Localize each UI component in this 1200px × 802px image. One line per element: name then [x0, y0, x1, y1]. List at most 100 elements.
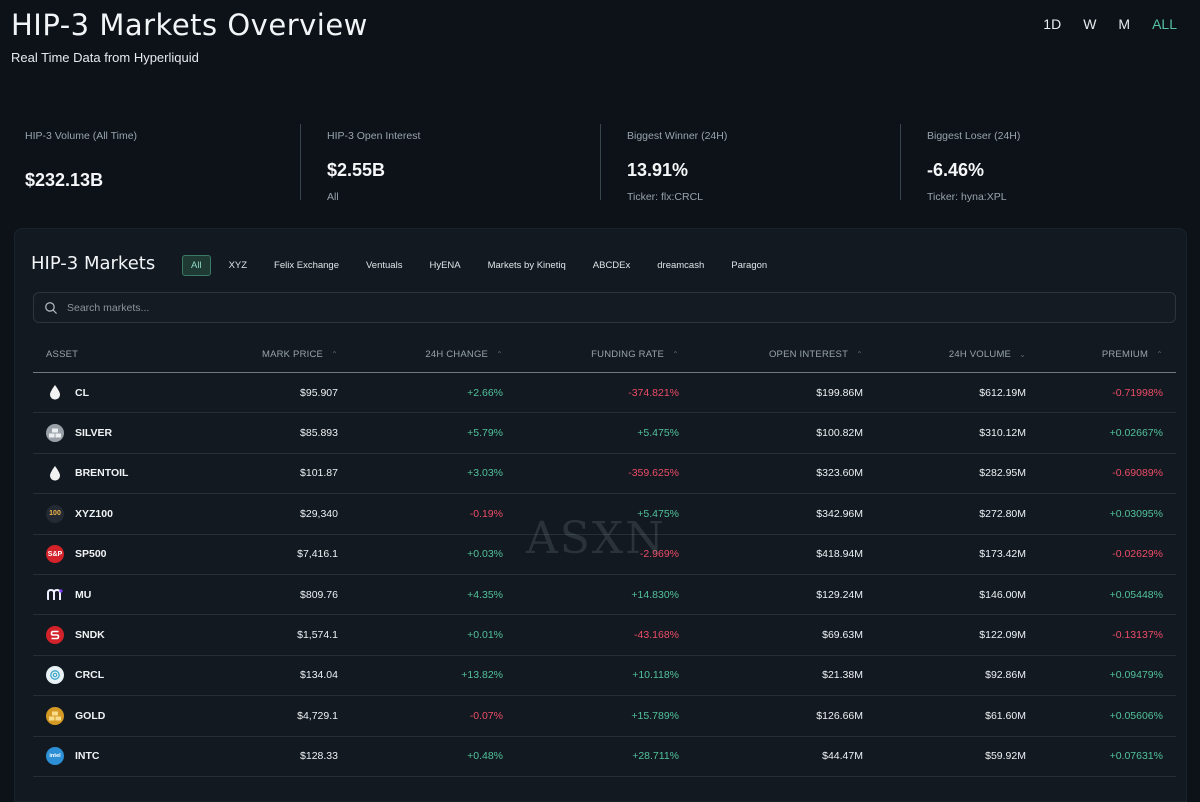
cell-premium: +0.05448%: [1109, 588, 1163, 601]
table-row[interactable]: SNDK $1,574.1 +0.01% -43.168% $69.63M $122.09…: [33, 615, 1176, 656]
cell-mark-price: $134.04: [300, 669, 338, 682]
stats-bar: HIP-3 Volume (All Time) $232.13B HIP-3 O…: [0, 124, 1200, 203]
table-row[interactable]: intel INTC $128.33 +0.48% +28.711% $44.47M $59…: [33, 737, 1176, 777]
cell-24h-change: -0.07%: [469, 709, 503, 722]
stat-value: -6.46%: [926, 160, 985, 180]
cell-funding-rate: -43.168%: [634, 629, 679, 642]
filter-ventuals[interactable]: Ventuals: [366, 260, 403, 271]
cell-mark-price: $7,416.1: [297, 548, 338, 561]
cell-funding-rate: +5.475%: [637, 507, 679, 520]
cell-open-interest: $21.38M: [822, 669, 863, 682]
table-row[interactable]: BRENTOIL $101.87 +3.03% -359.625% $323.60M $2…: [33, 454, 1176, 495]
cell-open-interest: $129.24M: [816, 588, 863, 601]
column-header-24h-change[interactable]: 24H CHANGE ⌃: [338, 349, 503, 360]
filter-hyena[interactable]: HyENA: [429, 260, 461, 271]
cell-24h-volume: $282.95M: [979, 467, 1026, 480]
column-header-premium[interactable]: PREMIUM ⌃: [1026, 349, 1163, 360]
cell-24h-change: +3.03%: [467, 467, 503, 480]
cell-open-interest: $418.94M: [816, 548, 863, 561]
cell-funding-rate: +14.830%: [631, 588, 679, 601]
cell-24h-volume: $612.19M: [979, 386, 1026, 399]
cell-open-interest: $126.66M: [816, 709, 863, 722]
cell-premium: -0.13137%: [1112, 629, 1163, 642]
column-header-funding-rate[interactable]: FUNDING RATE ⌃: [503, 349, 679, 360]
column-header-24h-volume[interactable]: 24H VOLUME ⌄: [863, 349, 1026, 360]
cell-open-interest: $199.86M: [816, 386, 863, 399]
cell-premium: +0.05606%: [1109, 709, 1163, 722]
filter-abcdex[interactable]: ABCDEx: [592, 260, 631, 271]
cell-24h-volume: $61.60M: [985, 709, 1026, 722]
filter-felix-exchange[interactable]: Felix Exchange: [274, 260, 339, 271]
cell-mark-price: $809.76: [300, 588, 338, 601]
filter-paragon[interactable]: Paragon: [731, 260, 768, 271]
stat-biggest-loser: Biggest Loser (24H) -6.46% Ticker: hyna:…: [899, 124, 1200, 203]
cell-asset: GOLD: [33, 706, 213, 725]
asset-name: BRENTOIL: [75, 467, 129, 480]
asset-name: SILVER: [75, 427, 113, 440]
oil-drop-icon: [46, 464, 64, 482]
cell-24h-volume: $59.92M: [985, 750, 1026, 763]
table-row[interactable]: 100 XYZ100 $29,340 -0.19% +5.475% $342.96M $27…: [33, 494, 1176, 535]
table-row[interactable]: S&P SP500 $7,416.1 +0.03% -2.969% $418.94M $17…: [33, 535, 1176, 575]
cell-open-interest: $69.63M: [822, 629, 863, 642]
cell-premium: -0.71998%: [1112, 386, 1163, 399]
column-header-open-interest[interactable]: OPEN INTEREST ⌃: [679, 349, 863, 360]
cell-premium: +0.07631%: [1109, 750, 1163, 763]
cell-24h-volume: $173.42M: [979, 548, 1026, 561]
cell-mark-price: $29,340: [300, 507, 338, 520]
column-header-asset[interactable]: ASSET: [33, 349, 213, 360]
cell-24h-change: -0.19%: [469, 507, 503, 520]
cell-open-interest: $342.96M: [816, 507, 863, 520]
markets-title: HIP-3 Markets: [31, 253, 156, 274]
table-row[interactable]: SILVER $85.893 +5.79% +5.475% $100.82M $310.1…: [33, 413, 1176, 454]
micron-logo-icon: [46, 586, 64, 604]
cell-open-interest: $323.60M: [816, 467, 863, 480]
sort-icon: ⌃: [672, 350, 679, 359]
cell-24h-volume: $272.80M: [979, 507, 1026, 520]
cell-asset: 100 XYZ100: [33, 504, 213, 523]
filter-dreamcash[interactable]: dreamcash: [657, 260, 705, 271]
gold-bars-icon: [46, 706, 64, 725]
cell-premium: -0.69089%: [1112, 467, 1163, 480]
search-icon: [45, 301, 57, 314]
cell-asset: intel INTC: [33, 747, 213, 766]
stat-sub: Ticker: hyna:XPL: [926, 191, 1007, 203]
asset-name: SP500: [75, 548, 107, 561]
cell-24h-change: +0.01%: [467, 629, 503, 642]
range-tab-all[interactable]: ALL: [1152, 16, 1177, 32]
stat-label: HIP-3 Open Interest: [326, 130, 421, 142]
stat-biggest-winner: Biggest Winner (24H) 13.91% Ticker: flx:…: [599, 124, 900, 203]
range-tab-m[interactable]: M: [1118, 16, 1131, 32]
asset-name: INTC: [75, 750, 100, 763]
table-row[interactable]: GOLD $4,729.1 -0.07% +15.789% $126.66M $61.60…: [33, 696, 1176, 737]
cell-funding-rate: +15.789%: [631, 709, 679, 722]
sort-icon: ⌃: [496, 350, 503, 359]
column-label: OPEN INTEREST: [768, 349, 849, 360]
intel-logo-icon: intel: [46, 747, 64, 766]
cell-premium: +0.09479%: [1109, 669, 1163, 682]
cell-asset: BRENTOIL: [33, 464, 213, 482]
sort-icon: ⌃: [856, 350, 863, 359]
table-row[interactable]: MU $809.76 +4.35% +14.830% $129.24M $146.00M +…: [33, 575, 1176, 616]
filter-markets-by-kinetiq[interactable]: Markets by Kinetiq: [487, 260, 566, 271]
sandisk-logo-icon: [46, 626, 64, 645]
range-tab-w[interactable]: W: [1083, 16, 1097, 32]
search-box[interactable]: [33, 292, 1176, 323]
filter-all[interactable]: All: [182, 255, 211, 276]
sort-icon: ⌃: [1156, 350, 1163, 359]
cell-asset: S&P SP500: [33, 545, 213, 564]
filter-xyz[interactable]: XYZ: [228, 260, 248, 271]
table-row[interactable]: CL $95.907 +2.66% -374.821% $199.86M $612.19M…: [33, 373, 1176, 414]
stat-value: $232.13B: [25, 170, 104, 190]
cell-24h-change: +13.82%: [461, 669, 503, 682]
cell-24h-volume: $310.12M: [979, 427, 1026, 440]
asset-name: GOLD: [75, 709, 106, 722]
stat-value: 13.91%: [626, 160, 689, 180]
stat-label: Biggest Loser (24H): [926, 130, 1021, 142]
column-header-mark-price[interactable]: MARK PRICE ⌃: [213, 349, 338, 360]
circle-logo-icon: [46, 666, 64, 685]
search-input[interactable]: [67, 301, 1175, 314]
range-tab-1d[interactable]: 1D: [1043, 16, 1062, 32]
table-row[interactable]: CRCL $134.04 +13.82% +10.118% $21.38M $92.86M…: [33, 656, 1176, 697]
